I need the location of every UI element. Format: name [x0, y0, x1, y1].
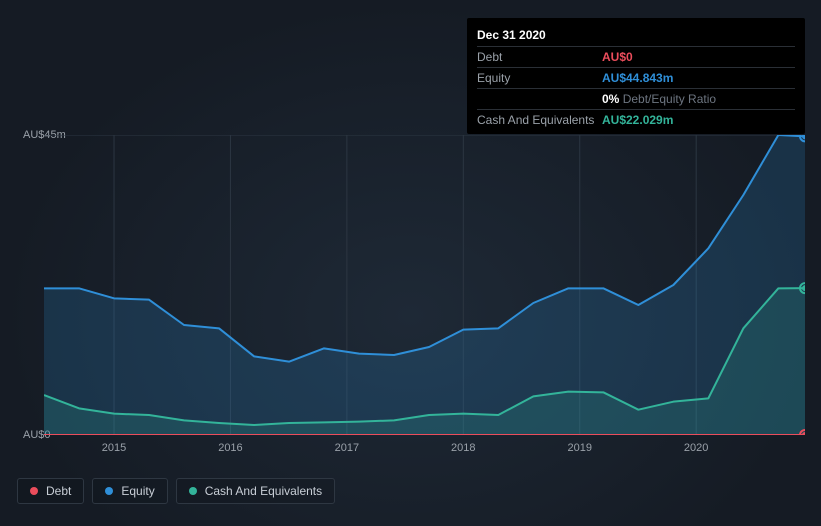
- tooltip-row-value: AU$44.843m: [602, 71, 795, 85]
- x-axis-label: 2015: [102, 442, 126, 454]
- tooltip-row-value: AU$0: [602, 50, 795, 64]
- tooltip-row: 0% Debt/Equity Ratio: [477, 88, 795, 109]
- legend-label: Debt: [46, 484, 71, 498]
- tooltip-row-value: 0% Debt/Equity Ratio: [602, 92, 795, 106]
- legend-item-debt[interactable]: Debt: [17, 478, 84, 504]
- chart-legend: Debt Equity Cash And Equivalents: [17, 478, 335, 504]
- x-axis-label: 2018: [451, 442, 475, 454]
- tooltip-row: DebtAU$0: [477, 46, 795, 67]
- legend-dot-icon: [105, 487, 113, 495]
- legend-label: Cash And Equivalents: [205, 484, 322, 498]
- tooltip-date: Dec 31 2020: [477, 24, 795, 46]
- x-axis-label: 2017: [335, 442, 359, 454]
- debt-equity-chart: AU$0AU$45m 201520162017201820192020: [17, 120, 805, 460]
- legend-label: Equity: [121, 484, 154, 498]
- legend-item-equity[interactable]: Equity: [92, 478, 167, 504]
- legend-item-cash-and-equivalents[interactable]: Cash And Equivalents: [176, 478, 335, 504]
- x-axis-label: 2020: [684, 442, 708, 454]
- tooltip-row-label: [477, 92, 602, 106]
- tooltip-row-label: Equity: [477, 71, 602, 85]
- x-axis-label: 2019: [567, 442, 591, 454]
- tooltip-row-label: Debt: [477, 50, 602, 64]
- plot-area: [44, 135, 805, 435]
- legend-dot-icon: [189, 487, 197, 495]
- series-area-equity: [44, 135, 805, 435]
- legend-dot-icon: [30, 487, 38, 495]
- x-axis-label: 2016: [218, 442, 242, 454]
- chart-tooltip: Dec 31 2020 DebtAU$0EquityAU$44.843m0% D…: [467, 18, 805, 134]
- tooltip-row: EquityAU$44.843m: [477, 67, 795, 88]
